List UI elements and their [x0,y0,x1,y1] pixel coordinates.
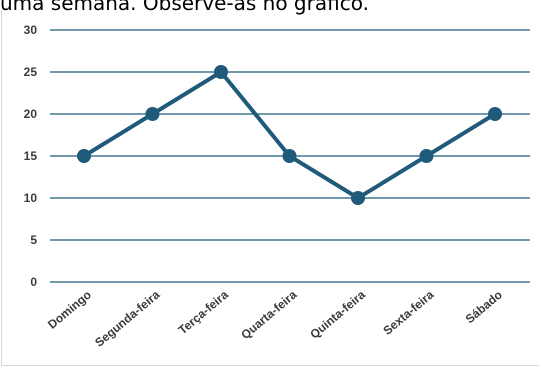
x-tick-label: Terça-feira [176,287,232,337]
y-tick-label: 0 [30,275,37,289]
x-tick-label: Quarta-feira [238,287,299,342]
y-tick-label: 15 [24,149,38,163]
data-point [214,65,228,79]
series-layer [77,65,502,205]
data-point [351,191,365,205]
data-point [283,149,297,163]
x-tick-label: Quinta-feira [307,287,368,341]
x-tick-label: Domingo [45,288,94,332]
y-tick-label: 20 [24,107,38,121]
data-point [146,107,160,121]
y-tick-label: 10 [24,191,38,205]
data-point [488,107,502,121]
x-tick-label: Sexta-feira [380,287,436,337]
series-line [84,72,495,198]
x-tick-label: Sábado [463,288,505,327]
data-point [420,149,434,163]
y-axis-ticks: 0 5 10 15 20 25 30 [24,23,38,289]
y-tick-label: 30 [24,23,38,37]
y-tick-label: 25 [24,65,38,79]
y-tick-label: 5 [30,233,37,247]
x-tick-label: Segunda-feira [92,287,163,349]
data-point [77,149,91,163]
